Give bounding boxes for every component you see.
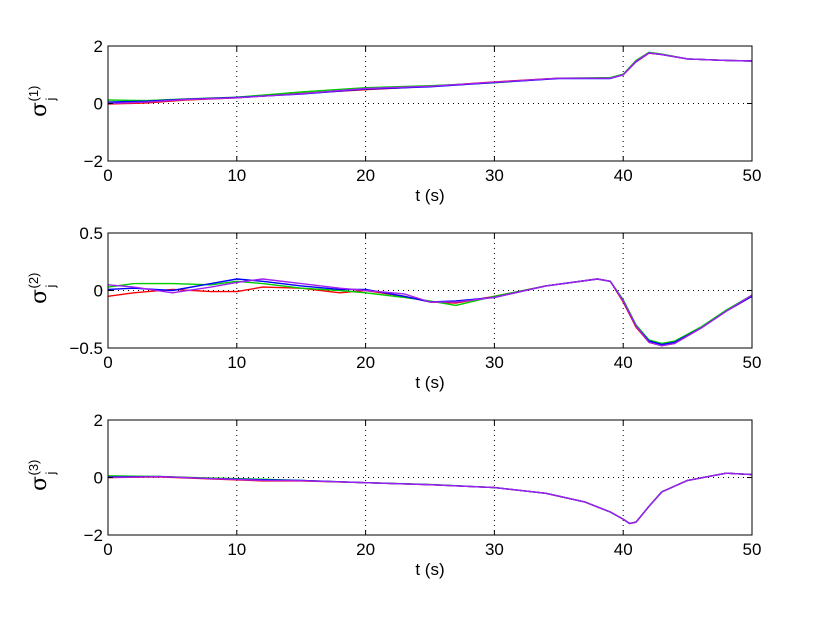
x-tick-label: 50: [743, 353, 762, 372]
y-axis-label-superscript: (3): [26, 460, 41, 476]
series-line-4: [107, 278, 753, 347]
x-tick-label: 0: [103, 166, 112, 185]
y-axis-label: σ(3) j: [26, 460, 58, 491]
y-axis-label: σ(2) j: [26, 273, 58, 304]
y-axis-label-subscript: j: [43, 285, 58, 289]
y-tick-label: 0: [94, 95, 103, 114]
y-tick-label: −2: [84, 526, 103, 545]
x-axis-label: t (s): [415, 186, 444, 205]
x-tick-label: 30: [485, 540, 504, 559]
x-axis-label: t (s): [415, 373, 444, 392]
y-axis-label-base: σ: [27, 476, 52, 491]
y-tick-label: −2: [84, 152, 103, 171]
y-tick-label: 0: [94, 282, 103, 301]
x-tick-label: 0: [103, 540, 112, 559]
x-tick-label: 10: [227, 540, 246, 559]
x-tick-label: 30: [485, 166, 504, 185]
y-tick-label: 0: [94, 469, 103, 488]
x-tick-label: 20: [356, 353, 375, 372]
y-axis-label-base: σ: [27, 102, 52, 117]
y-axis-label-subscript: j: [43, 98, 58, 102]
x-tick-label: 0: [103, 353, 112, 372]
x-tick-label: 30: [485, 353, 504, 372]
x-tick-label: 10: [227, 166, 246, 185]
series-line-4: [107, 472, 753, 525]
x-tick-label: 10: [227, 353, 246, 372]
x-tick-label: 40: [614, 540, 633, 559]
y-tick-label: 2: [94, 37, 103, 56]
plot-area: [108, 233, 752, 348]
y-axis-label-superscript: (2): [26, 273, 41, 289]
y-axis-label: σ(1) j: [26, 86, 58, 117]
plot-area: [108, 46, 752, 161]
y-axis-label-base: σ: [27, 289, 52, 304]
x-tick-label: 40: [614, 166, 633, 185]
x-tick-label: 40: [614, 353, 633, 372]
x-tick-label: 50: [743, 166, 762, 185]
y-axis-label-superscript: (1): [26, 86, 41, 102]
series-line-2: [107, 278, 753, 345]
x-tick-label: 20: [356, 540, 375, 559]
x-tick-label: 20: [356, 166, 375, 185]
y-tick-label: −0.5: [69, 339, 103, 358]
x-axis-label: t (s): [415, 560, 444, 579]
y-axis-label-subscript: j: [43, 472, 58, 476]
y-tick-label: 2: [94, 411, 103, 430]
chart-panel-2: 0 10 20 30 40 50−0.500.5t (s)σ(2) j: [26, 224, 761, 392]
y-tick-label: 0.5: [79, 224, 103, 243]
x-tick-label: 50: [743, 540, 762, 559]
series-line-4: [107, 52, 753, 105]
